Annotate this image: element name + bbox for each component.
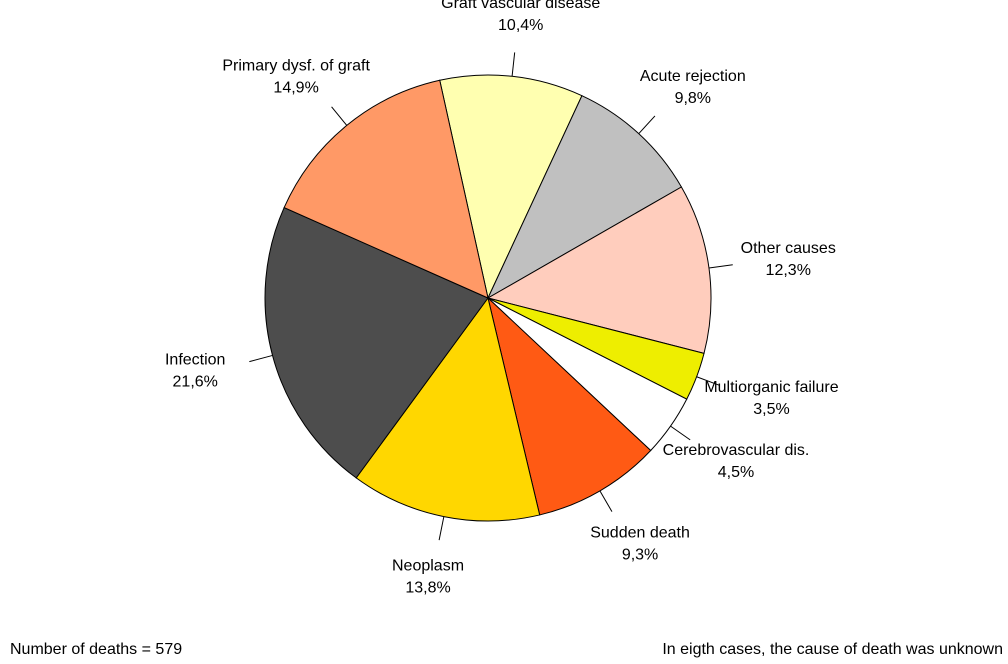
leader-line [696, 376, 720, 386]
note: In eigth cases, the cause of death was u… [662, 641, 1003, 658]
slice-label: Neoplasm [392, 558, 464, 575]
pie-slice [487, 296, 652, 516]
slice-value-label: 13,8% [405, 580, 450, 597]
pie-slice [439, 74, 583, 300]
slice-value-label: 9,8% [675, 90, 711, 107]
slice-label: Primary dysf. of graft [222, 58, 370, 75]
leader-line [599, 490, 613, 512]
slice-value-label: 14,9% [273, 80, 318, 97]
slice-label: Graft vascular disease [441, 0, 600, 12]
leader-line [670, 425, 691, 441]
slice-value-label: 12,3% [766, 262, 811, 279]
slice-value-label: 9,3% [622, 547, 658, 564]
slice-label: Sudden death [590, 525, 690, 542]
slice-value-label: 21,6% [173, 374, 218, 391]
slice-label: Acute rejection [640, 68, 746, 85]
slice-label: Cerebrovascular dis. [663, 442, 810, 459]
leader-line [438, 516, 445, 541]
pie-slice [264, 206, 489, 479]
pie-slice [283, 79, 489, 299]
slice-value-label: 4,5% [718, 464, 754, 481]
slice-label: Multiorganic failure [704, 379, 838, 396]
slice-label: Other causes [741, 240, 836, 257]
leader-line [249, 354, 273, 363]
note: Number of deaths = 579 [10, 641, 182, 658]
slice-value-label: 3,5% [753, 401, 789, 418]
leader-line [638, 115, 656, 134]
leader-line [331, 106, 348, 126]
slice-value-label: 10,4% [498, 17, 543, 34]
leader-line [708, 264, 733, 269]
pie-slice [355, 296, 541, 522]
leader-line [511, 52, 516, 77]
slice-label: Infection [165, 352, 225, 369]
